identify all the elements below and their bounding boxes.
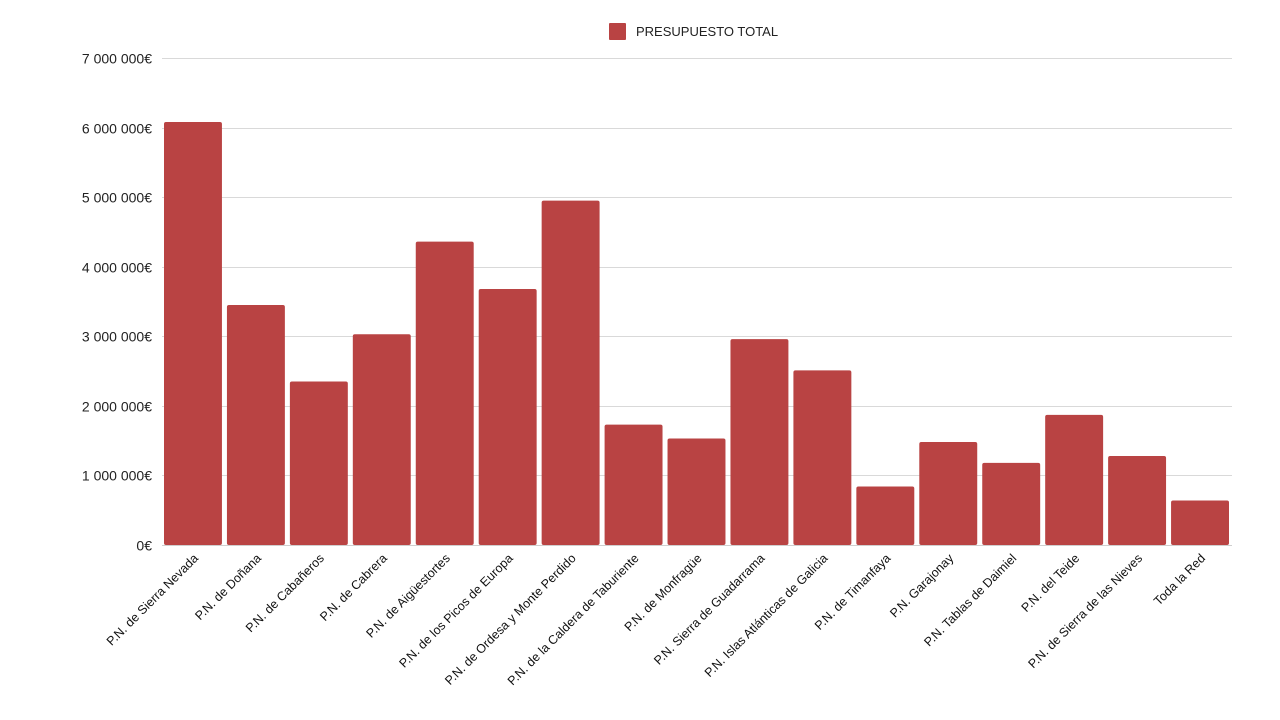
y-tick-label: 5 000 000€ bbox=[82, 190, 152, 206]
bar bbox=[1045, 414, 1104, 545]
x-tick-label: P.N. de Cabrera bbox=[317, 551, 390, 624]
bar bbox=[226, 304, 285, 545]
bar bbox=[478, 288, 537, 545]
bar bbox=[289, 381, 348, 545]
bar bbox=[856, 486, 915, 545]
x-tick-label: P.N. del Teide bbox=[1019, 551, 1083, 615]
y-tick-label: 2 000 000€ bbox=[82, 399, 152, 415]
bar bbox=[793, 370, 852, 545]
bar bbox=[604, 424, 663, 545]
x-tick-label: P.N. de Sierra de las Nieves bbox=[1025, 551, 1145, 671]
y-axis-ticks: 0€ 1 000 000€ 2 000 000€ 3 000 000€ 4 000 00… bbox=[82, 51, 152, 554]
x-tick-label: P.N. de Doñana bbox=[192, 551, 264, 623]
bar bbox=[352, 334, 411, 545]
bars bbox=[164, 122, 1229, 546]
legend-label: PRESUPUESTO TOTAL bbox=[636, 24, 778, 39]
x-tick-label: Toda la Red bbox=[1151, 551, 1208, 608]
bar bbox=[730, 339, 789, 545]
y-tick-label: 4 000 000€ bbox=[82, 260, 152, 276]
y-tick-label: 7 000 000€ bbox=[82, 51, 152, 67]
y-tick-label: 0€ bbox=[136, 538, 152, 554]
x-tick-label: P.N. de Sierra Nevada bbox=[104, 551, 201, 648]
x-tick-label: P.N. de los Picos de Europa bbox=[396, 551, 515, 670]
bar bbox=[415, 241, 474, 546]
bar bbox=[667, 438, 726, 545]
bar bbox=[919, 442, 978, 545]
bar bbox=[164, 122, 222, 545]
bar bbox=[1171, 500, 1229, 545]
bar bbox=[1108, 455, 1167, 545]
y-tick-label: 3 000 000€ bbox=[82, 329, 152, 345]
legend: PRESUPUESTO TOTAL bbox=[609, 23, 778, 40]
bar bbox=[541, 200, 600, 545]
x-tick-label: P.N. de la Caldera de Taburiente bbox=[505, 551, 642, 688]
legend-swatch bbox=[609, 23, 626, 40]
x-tick-label: P.N. Islas Atlánticas de Galicia bbox=[702, 551, 831, 680]
y-tick-label: 6 000 000€ bbox=[82, 121, 152, 137]
y-tick-label: 1 000 000€ bbox=[82, 468, 152, 484]
x-tick-label: P.N. de Ordesa y Monte Perdido bbox=[442, 551, 579, 688]
x-tick-label: P.N. Sierra de Guadarrama bbox=[651, 551, 767, 667]
x-tick-label: P.N. Garajonay bbox=[887, 551, 957, 621]
bar bbox=[982, 462, 1041, 545]
